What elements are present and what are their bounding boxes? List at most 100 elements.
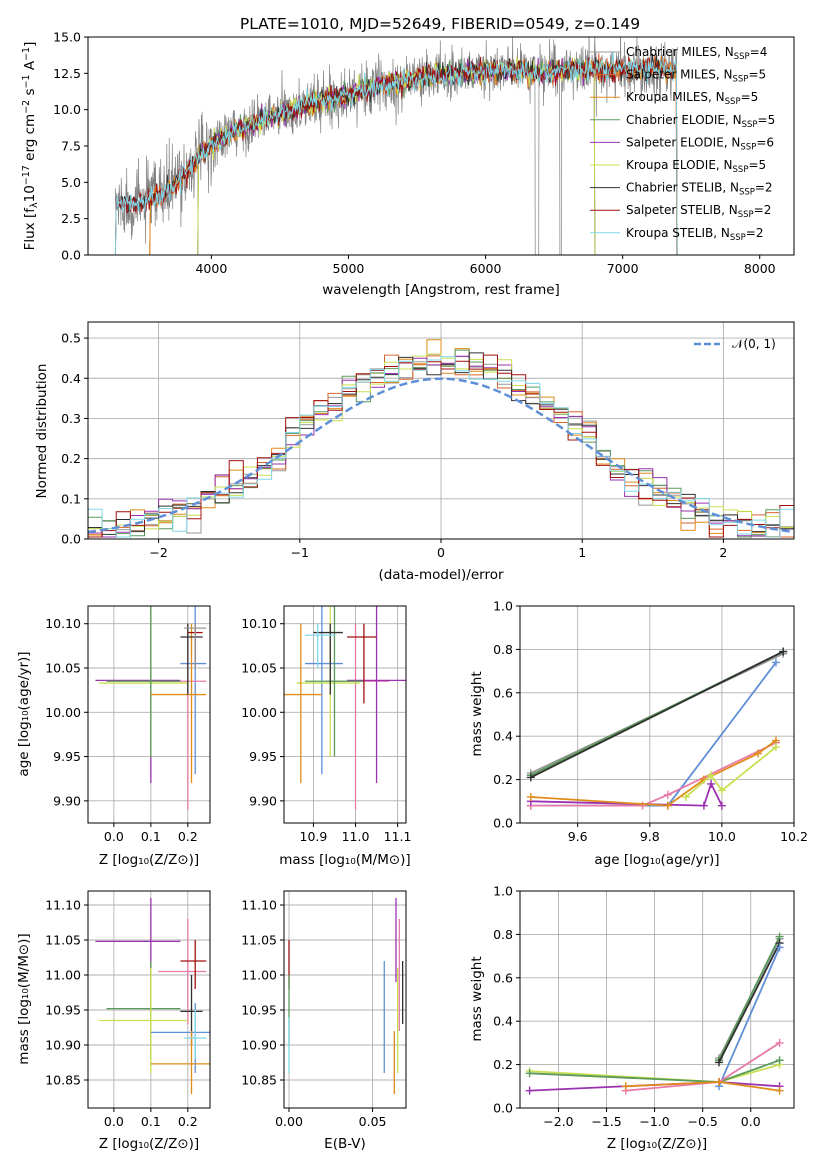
mass_ebv-ytick-label: 10.85 — [241, 1073, 277, 1088]
massweight_age-line — [530, 781, 723, 807]
residuals-xtick-label: 1 — [578, 545, 586, 560]
age_mass-frame — [283, 605, 407, 824]
massweight_z-marker — [775, 1086, 784, 1095]
legend-count: =4 — [750, 45, 768, 59]
residuals-panel: −2 −1 0 1 2 0.0 0.1 0.2 0.3 0.4 0.5 𝒩(0, 1) Normed d… — [34, 321, 795, 583]
gaussian-legend-label: 𝒩(0, 1) — [732, 337, 776, 351]
age_mass-xtick-label: 11.1 — [384, 829, 412, 844]
massweight_z-ytick-label: 0.4 — [493, 1014, 513, 1029]
mass_z-panel: 0.0 0.1 0.2 10.85 10.90 10.95 11.00 11.05 11.10 Z… — [16, 890, 211, 1152]
residuals-xtick-label: −1 — [291, 545, 309, 560]
mass_z-xtick-label: 0.0 — [104, 1114, 124, 1129]
mass_ebv-panel: 0.00 0.05 10.85 10.90 10.95 11.00 11.05 11.10 E(… — [241, 890, 407, 1152]
legend-sub: SSP — [740, 142, 756, 152]
legend-sub: SSP — [725, 97, 741, 107]
age_mass-xtick-label: 10.9 — [300, 829, 328, 844]
legend-label: Kroupa ELODIE, NSSP=5 — [626, 158, 766, 175]
mass_z-ytick-label: 11.00 — [45, 968, 81, 983]
legend-name: Chabrier MILES, N — [626, 45, 734, 59]
mass_ebv-plot-area — [288, 898, 404, 1094]
mass-z-xlabel: Z [log₁₀(Z/Z⊙)] — [99, 1136, 199, 1152]
legend-name: Chabrier ELODIE, N — [626, 113, 742, 127]
legend-count: =5 — [748, 68, 766, 82]
spectrum-ytick-label: 2.5 — [61, 211, 81, 226]
mw-z-ylabel: mass weight — [469, 956, 485, 1041]
spectrum-ylabel-part: s — [22, 88, 38, 99]
spectrum-frame — [87, 36, 795, 256]
mass_ebv-ytick-label: 11.05 — [241, 933, 277, 948]
age_mass-plot-area — [284, 606, 406, 810]
age_z-frame — [87, 605, 211, 824]
massweight_age-marker — [707, 771, 716, 780]
legend-label: Salpeter STELIB, NSSP=2 — [626, 203, 771, 220]
spectrum-ylabel-part: erg cm — [22, 114, 38, 165]
spectrum-model-line — [114, 56, 678, 255]
massweight_age-plot-area — [526, 647, 788, 810]
legend-label: Chabrier STELIB, NSSP=2 — [626, 181, 773, 198]
massweight_age-ytick-label: 0.2 — [493, 772, 513, 787]
legend-label: Salpeter ELODIE, NSSP=6 — [626, 135, 774, 152]
legend-name: Chabrier STELIB, N — [626, 181, 739, 195]
legend-count: =5 — [758, 113, 776, 127]
mass_z-ytick-label: 11.05 — [45, 933, 81, 948]
age_z-xtick-label: 0.0 — [104, 829, 124, 844]
residuals-xlabel: (data-model)/error — [378, 567, 504, 583]
massweight_z-xtick-label: −0.5 — [687, 1114, 717, 1129]
massweight_age-xtick-label: 10.2 — [780, 829, 808, 844]
legend-count: =2 — [754, 203, 772, 217]
massweight_z-marker — [715, 1058, 724, 1067]
spectrum-xtick-label: 6000 — [470, 261, 502, 276]
massweight_z-ytick-label: 0.6 — [493, 970, 513, 985]
massweight_age-marker — [663, 801, 672, 810]
residuals-xtick-label: 2 — [719, 545, 727, 560]
spectrum-ytick-label: 10.0 — [53, 102, 81, 117]
age_mass-xtick-label: 11.0 — [342, 829, 370, 844]
massweight_age-marker — [771, 658, 780, 667]
spectrum-ylabel-part: −1 — [21, 74, 32, 88]
mass_ebv-ytick-label: 11.10 — [241, 898, 277, 913]
mass_z-xtick-label: 0.1 — [141, 1114, 161, 1129]
massweight_age-xtick-label: 9.6 — [568, 829, 588, 844]
residuals-plot-area — [88, 339, 794, 538]
legend-name: Kroupa STELIB, N — [626, 226, 730, 240]
spectrum-ylabel-part: Flux [f — [22, 207, 38, 251]
mass_z-plot-area — [95, 898, 210, 1094]
massweight_age-marker — [717, 801, 726, 810]
age_z-ytick-label: 9.95 — [53, 749, 81, 764]
legend-sub: SSP — [739, 188, 755, 198]
spectrum-model-line — [114, 51, 678, 255]
legend-sub: SSP — [738, 210, 754, 220]
spectrum-xlabel: wavelength [Angstrom, rest frame] — [322, 282, 560, 298]
age-mass-xlabel: mass [log₁₀(M/M⊙)] — [279, 852, 410, 868]
residuals-ytick-label: 0.3 — [61, 411, 81, 426]
massweight_age-marker — [526, 773, 535, 782]
age_z-plot-area — [95, 606, 207, 810]
massweight_z-line — [718, 947, 781, 1087]
massweight_z-ytick-label: 1.0 — [493, 884, 513, 899]
mass_ebv-xtick-label: 0.05 — [359, 1114, 387, 1129]
massweight_age-line — [530, 739, 777, 807]
legend-label: Chabrier ELODIE, NSSP=5 — [626, 113, 775, 130]
residual-histogram — [88, 352, 794, 535]
mw-age-xlabel: age [log₁₀(age/yr)] — [594, 852, 719, 868]
spectrum-ytick-label: 15.0 — [53, 30, 81, 45]
residuals-ytick-label: 0.0 — [61, 532, 81, 547]
legend-name: Kroupa MILES, N — [626, 90, 725, 104]
massweight_z-line — [718, 942, 781, 1063]
residuals-ytick-label: 0.4 — [61, 371, 81, 386]
spectrum-data-line — [115, 37, 678, 255]
mass_ebv-ytick-label: 10.95 — [241, 1003, 277, 1018]
spectrum-ylabel-part: −1 — [21, 47, 32, 61]
legend-sub: SSP — [742, 120, 758, 130]
massweight_z-marker — [621, 1082, 630, 1091]
spectrum-ylabel-part: A — [22, 60, 38, 74]
age_z-ytick-label: 9.90 — [53, 793, 81, 808]
spectrum-panel: 4000 5000 6000 7000 8000 0.0 2.5 5.0 7.5 10.0 12.5… — [21, 30, 795, 298]
spectrum-ylabel-part: λ — [29, 202, 40, 208]
massweight_age-marker — [707, 779, 716, 788]
age_z-xtick-label: 0.1 — [141, 829, 161, 844]
massweight_z-line — [718, 936, 781, 1061]
residuals-ytick-label: 0.5 — [61, 331, 81, 346]
massweight_age-line — [685, 746, 777, 798]
massweight_age-frame — [519, 605, 795, 824]
